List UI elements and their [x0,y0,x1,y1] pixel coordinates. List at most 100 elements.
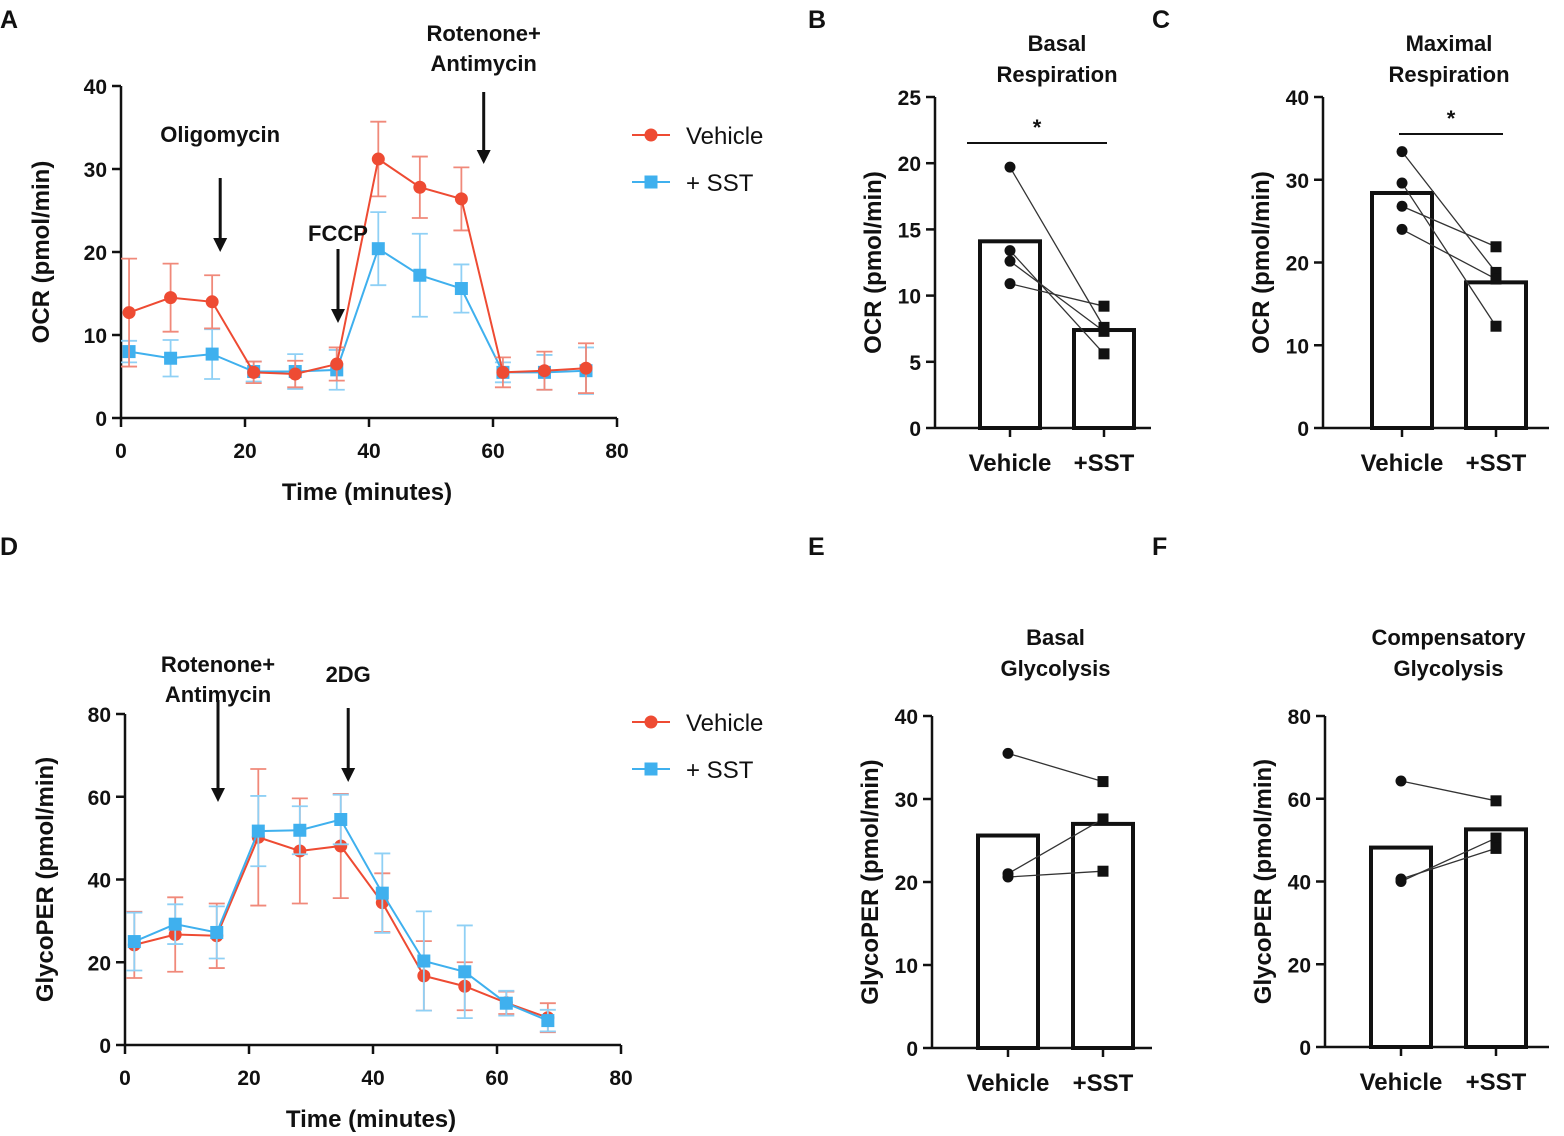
data-point [1490,320,1502,332]
data-point [413,180,427,194]
x-tick-label: 60 [485,1067,508,1090]
x-tick-label: 80 [609,1067,632,1090]
panel-b: B 0 5 10 15 20 25 OCR (pmol/min) Vehicle +SST Basa… [808,6,1151,477]
chart-title: Respiration [996,62,1117,87]
data-point [1396,177,1408,189]
data-point [541,1014,555,1028]
y-tick-label: 40 [1286,87,1309,110]
bar [978,239,1042,430]
y-tick-label: 30 [1286,170,1309,193]
data-point [164,351,178,365]
data-point [1004,278,1016,290]
data-point [330,357,344,371]
data-point [164,291,178,305]
data-point [168,917,182,931]
data-point [371,152,385,166]
x-tick-label: 40 [357,440,380,463]
category-label: Vehicle [967,1070,1050,1097]
x-tick-label: 20 [233,440,256,463]
data-point [1395,775,1407,787]
annotation-label: Oligomycin [160,122,280,147]
y-tick-label: 10 [84,325,107,348]
chart-title: Maximal [1406,31,1493,56]
legend-marker [644,128,658,142]
bar [1071,821,1135,1051]
data-point [499,996,513,1010]
data-point [1098,325,1110,337]
y-axis-title: OCR (pmol/min) [1248,171,1275,354]
legend-marker [644,762,658,776]
data-point [579,361,593,375]
legend-label: + SST [686,757,754,784]
panel-letter-a: A [0,6,18,34]
significance-star: * [1447,106,1456,131]
legend-label: Vehicle [686,123,763,150]
data-point [334,839,348,853]
y-tick-label: 30 [84,159,107,182]
data-point [413,268,427,282]
x-tick-label: 0 [115,440,127,463]
category-label: Vehicle [1361,450,1444,477]
data-point [1490,273,1502,285]
series-line [128,157,587,376]
category-label: +SST [1073,1070,1134,1097]
y-axis-title: GlycoPER (pmol/min) [1250,759,1277,1004]
panel-letter-c: C [1152,6,1170,34]
x-axis-title: Time (minutes) [286,1106,456,1133]
y-axis-title: OCR (pmol/min) [860,171,887,354]
y-tick-label: 80 [1288,706,1311,729]
y-tick-label: 80 [88,704,111,727]
y-tick-label: 30 [895,789,918,812]
y-axis-title: GlycoPER (pmol/min) [857,759,884,1004]
chart-title: Basal [1028,31,1087,56]
category-label: +SST [1074,450,1135,477]
panel-d: D 0 20 40 60 80 GlycoPER (pmol/min) 0 20 40 60 80 Ti… [0,533,763,1133]
y-tick-label: 20 [1288,954,1311,977]
data-point [1396,223,1408,235]
chart-title: Respiration [1388,62,1509,87]
pair-line [1007,818,1104,875]
data-point [1097,865,1109,877]
pair-line [1400,780,1497,802]
data-point [1098,300,1110,312]
y-tick-label: 40 [88,870,111,893]
data-point [1490,795,1502,807]
annotation-arrow-head [211,788,225,802]
significance-star: * [1033,115,1042,140]
annotation-label: FCCP [308,221,368,246]
data-point [293,823,307,837]
data-point [205,295,219,309]
data-point [496,365,510,379]
y-tick-label: 20 [84,242,107,265]
data-point [1098,348,1110,360]
pair-line [1007,870,1104,878]
data-point [1097,776,1109,788]
category-label: Vehicle [1360,1069,1443,1096]
series-vehicle [121,120,594,395]
legend: Vehicle + SST [632,710,763,784]
series-line [128,247,587,374]
y-tick-label: 40 [1288,872,1311,895]
data-point [1490,832,1502,844]
category-label: +SST [1466,1069,1527,1096]
y-axis-title: OCR (pmol/min) [28,161,55,344]
pair-line [1009,283,1105,307]
data-point [1395,876,1407,887]
annotation-arrow-head [476,150,491,164]
data-point [371,242,385,256]
annotation-label: Antimycin [431,51,537,76]
legend-label: + SST [686,170,754,197]
y-tick-label: 0 [909,418,921,441]
pair-line [1401,205,1497,248]
y-axis-title: GlycoPER (pmol/min) [32,757,59,1002]
data-point [210,925,224,939]
data-point [334,813,348,827]
y-tick-label: 0 [95,408,107,431]
data-point [251,824,265,838]
x-tick-label: 40 [361,1067,384,1090]
data-point [1396,146,1408,158]
data-point [1097,813,1109,825]
legend: Vehicle + SST [632,123,763,197]
x-tick-label: 0 [119,1067,131,1090]
